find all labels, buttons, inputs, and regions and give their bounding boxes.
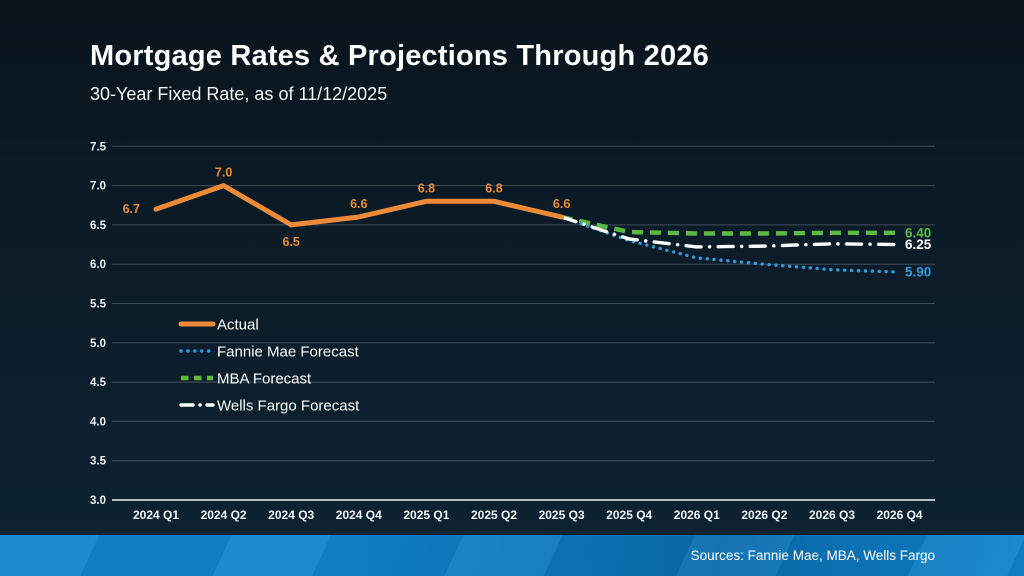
- x-axis-label: 2026 Q4: [877, 508, 923, 522]
- x-axis-label: 2025 Q3: [539, 508, 585, 522]
- series-line-actual: [153, 183, 565, 228]
- x-axis-label: 2024 Q3: [268, 508, 314, 522]
- legend-item-label: Actual: [217, 317, 259, 334]
- page-subtitle: 30-Year Fixed Rate, as of 11/12/2025: [90, 84, 388, 104]
- y-axis-label: 3.5: [90, 456, 107, 468]
- legend-item-label: MBA Forecast: [217, 371, 312, 388]
- y-axis-label: 3.0: [90, 495, 106, 507]
- y-axis-label: 5.0: [90, 338, 106, 350]
- x-axis-label: 2026 Q3: [809, 508, 855, 522]
- x-axis-label: 2024 Q4: [336, 508, 382, 522]
- x-axis-label: 2026 Q1: [674, 508, 720, 522]
- legend-item-label: Fannie Mae Forecast: [217, 344, 360, 361]
- legend-item-label: Wells Fargo Forecast: [217, 398, 360, 415]
- x-axis-label: 2025 Q1: [403, 508, 449, 522]
- series-end-label: 6.40: [905, 225, 931, 240]
- data-value-label: 6.6: [350, 197, 367, 211]
- footer-accent-bar: Sources: Fannie Mae, MBA, Wells Fargo: [0, 535, 1024, 576]
- x-axis-label: 2024 Q2: [201, 508, 247, 522]
- y-axis-label: 5.5: [90, 299, 107, 311]
- x-axis-label: 2026 Q2: [741, 508, 787, 522]
- data-value-label: 6.7: [123, 202, 140, 216]
- sources-text: Sources: Fannie Mae, MBA, Wells Fargo: [690, 548, 935, 563]
- page-title: Mortgage Rates & Projections Through 202…: [90, 40, 709, 72]
- data-value-label: 7.0: [215, 166, 232, 180]
- x-axis-label: 2025 Q4: [606, 508, 652, 522]
- y-axis-label: 4.5: [90, 377, 107, 389]
- y-axis-label: 7.5: [90, 141, 107, 153]
- x-axis-label: 2024 Q1: [133, 508, 179, 522]
- y-axis-label: 6.5: [90, 220, 107, 232]
- y-axis-label: 6.0: [90, 259, 106, 271]
- series-end-label: 6.25: [905, 237, 932, 252]
- data-value-label: 6.5: [283, 235, 300, 249]
- series-line-fannie-mae-forecast: [559, 215, 902, 274]
- y-axis-label: 4.0: [90, 416, 106, 428]
- y-axis-label: 7.0: [90, 181, 106, 193]
- x-axis-label: 2025 Q2: [471, 508, 517, 522]
- series-line-wells-fargo-forecast: [559, 215, 902, 249]
- series-end-label: 5.90: [905, 265, 931, 280]
- data-value-label: 6.6: [553, 197, 570, 211]
- data-value-label: 6.8: [485, 181, 502, 195]
- data-value-label: 6.8: [418, 181, 435, 195]
- series-line-mba-forecast: [561, 214, 900, 236]
